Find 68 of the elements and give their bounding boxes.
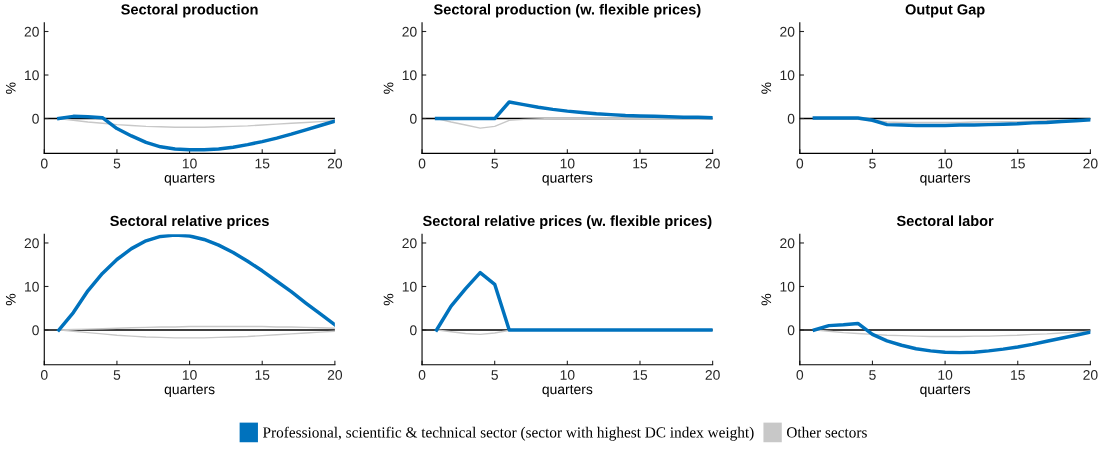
x-tick-label: 10 bbox=[938, 370, 953, 380]
y-tick-label: 0 bbox=[410, 113, 417, 124]
x-axis-title: quarters bbox=[164, 385, 215, 397]
x-tick-label: 20 bbox=[327, 158, 343, 169]
x-tick-label: 20 bbox=[1083, 158, 1098, 169]
chart-title: Output Gap bbox=[905, 4, 985, 18]
chart-title: Sectoral relative prices (w. flexible prices) bbox=[422, 215, 712, 229]
x-tick-label: 10 bbox=[182, 158, 197, 169]
y-tick-label: 10 bbox=[402, 281, 417, 292]
x-tick-label: 10 bbox=[560, 158, 575, 169]
x-tick-label: 20 bbox=[1083, 370, 1098, 380]
y-axis-title: % bbox=[5, 82, 16, 94]
x-tick-label: 10 bbox=[182, 370, 197, 380]
x-tick-label: 0 bbox=[418, 158, 426, 169]
y-axis-title: % bbox=[761, 82, 772, 94]
x-tick-label: 5 bbox=[491, 158, 498, 169]
x-tick-label: 15 bbox=[633, 370, 648, 380]
y-tick-label: 0 bbox=[787, 325, 795, 336]
x-tick-label: 15 bbox=[255, 370, 270, 380]
y-tick-label: 20 bbox=[24, 26, 39, 37]
x-tick-label: 10 bbox=[560, 370, 575, 380]
x-axis-title: quarters bbox=[920, 385, 971, 397]
y-tick-label: 10 bbox=[25, 281, 39, 292]
x-tick-label: 0 bbox=[796, 158, 804, 169]
chart-title: Sectoral labor bbox=[896, 215, 994, 227]
y-tick-label: 10 bbox=[780, 281, 795, 292]
y-axis-title: % bbox=[383, 293, 394, 306]
y-tick-label: 20 bbox=[402, 238, 417, 249]
y-tick-label: 0 bbox=[787, 113, 795, 124]
y-tick-label: 20 bbox=[24, 238, 39, 249]
x-tick-label: 0 bbox=[796, 370, 804, 380]
legend-label: Professional, scientific & technical sector (sector with highest DC index weight) bbox=[262, 426, 754, 441]
x-tick-label: 15 bbox=[1011, 158, 1025, 169]
y-axis-title: % bbox=[761, 293, 772, 306]
y-tick-label: 0 bbox=[410, 325, 417, 336]
chart-title: Sectoral production bbox=[121, 3, 258, 18]
x-tick-label: 15 bbox=[255, 158, 270, 169]
y-tick-label: 20 bbox=[780, 238, 795, 249]
y-tick-label: 20 bbox=[780, 26, 795, 37]
x-tick-label: 20 bbox=[705, 158, 720, 169]
y-tick-label: 20 bbox=[402, 26, 417, 37]
y-tick-label: 0 bbox=[32, 113, 39, 124]
y-tick-label: 10 bbox=[25, 70, 39, 81]
x-tick-label: 5 bbox=[113, 158, 121, 169]
y-axis-title: % bbox=[5, 293, 16, 306]
y-tick-label: 0 bbox=[32, 325, 39, 336]
x-tick-label: 0 bbox=[418, 370, 426, 380]
x-tick-label: 20 bbox=[705, 370, 720, 380]
x-axis-title: quarters bbox=[920, 173, 971, 186]
chart-title: Sectoral relative prices bbox=[110, 215, 269, 229]
x-tick-label: 5 bbox=[113, 370, 121, 380]
x-axis-title: quarters bbox=[542, 173, 593, 186]
x-tick-label: 15 bbox=[633, 158, 648, 169]
y-tick-label: 10 bbox=[780, 70, 795, 81]
y-axis-title: % bbox=[383, 82, 394, 94]
x-axis-title: quarters bbox=[164, 173, 215, 186]
x-tick-label: 15 bbox=[1011, 370, 1025, 380]
legend-label: Other sectors bbox=[786, 426, 867, 438]
x-tick-label: 10 bbox=[938, 158, 953, 169]
x-tick-label: 0 bbox=[40, 158, 48, 169]
x-axis-title: quarters bbox=[542, 385, 593, 397]
x-tick-label: 20 bbox=[327, 370, 343, 380]
x-tick-label: 0 bbox=[40, 370, 48, 380]
x-tick-label: 5 bbox=[869, 158, 876, 169]
chart-title: Sectoral production (w. flexible prices) bbox=[433, 3, 701, 18]
x-tick-label: 5 bbox=[869, 370, 876, 380]
y-tick-label: 10 bbox=[402, 70, 417, 81]
x-tick-label: 5 bbox=[491, 370, 498, 380]
